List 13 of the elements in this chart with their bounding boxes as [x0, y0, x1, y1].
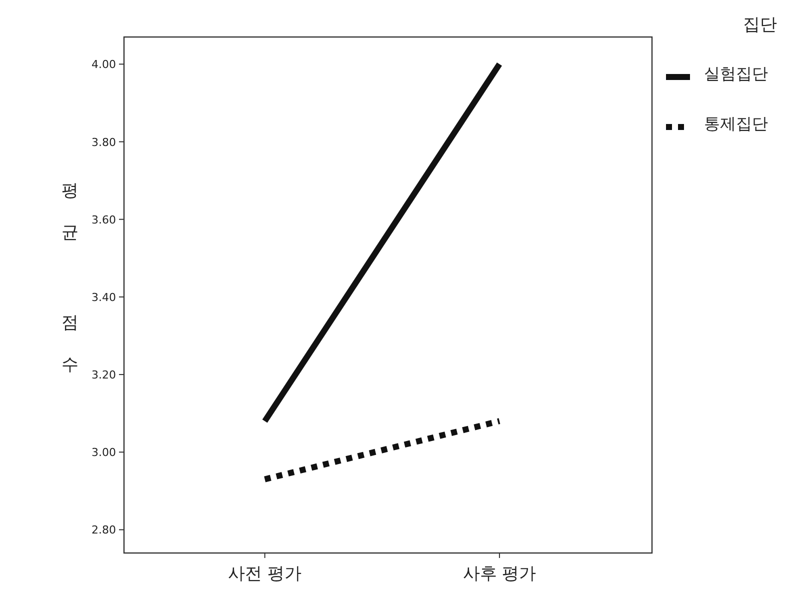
legend-label: 통제집단 — [704, 114, 768, 133]
y-tick-label: 3.20 — [92, 368, 116, 382]
legend-label: 실험집단 — [704, 64, 768, 83]
legend-title: 집단 — [743, 15, 777, 35]
y-tick-label: 3.60 — [92, 213, 116, 226]
y-tick-label: 3.40 — [92, 290, 116, 304]
y-tick-label: 3.80 — [92, 136, 116, 149]
x-tick-label: 사후 평가 — [462, 564, 536, 584]
y-tick-label: 4.00 — [92, 58, 116, 72]
x-tick-label: 사전 평가 — [228, 564, 302, 584]
y-axis-title: 평균 점수 — [60, 170, 80, 388]
y-tick-label: 3.00 — [92, 446, 116, 460]
y-tick-label: 2.80 — [92, 524, 116, 537]
